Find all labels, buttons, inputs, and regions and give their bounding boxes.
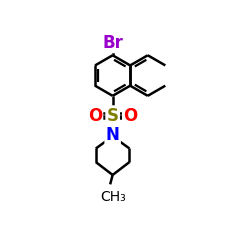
Text: CH₃: CH₃ — [100, 190, 126, 204]
Text: O: O — [123, 106, 138, 124]
Text: O: O — [88, 106, 102, 124]
Text: N: N — [106, 126, 120, 144]
Text: Br: Br — [102, 34, 123, 52]
Text: S: S — [107, 106, 119, 124]
